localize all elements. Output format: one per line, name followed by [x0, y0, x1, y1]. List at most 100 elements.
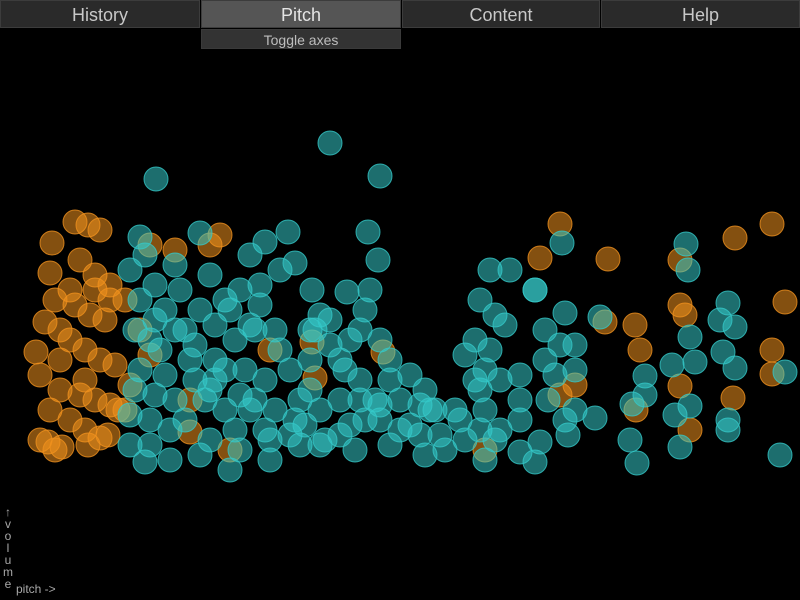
scatter-point: [37, 397, 63, 423]
y-axis-letter: u: [4, 553, 12, 567]
y-axis-letter: m: [3, 565, 13, 579]
scatter-point: [297, 317, 323, 343]
toggle-axes-button[interactable]: Toggle axes: [201, 29, 401, 49]
scatter-point: [307, 432, 333, 458]
scatter-point: [147, 337, 173, 363]
top-nav: History Pitch Content Help: [0, 0, 800, 30]
scatter-point: [522, 277, 548, 303]
scatter-point: [162, 252, 188, 278]
scatter-point: [197, 427, 223, 453]
scatter-point: [355, 219, 381, 245]
x-axis-label: pitch ->: [16, 582, 56, 596]
scatter-point: [722, 314, 748, 340]
scatter-point: [292, 412, 318, 438]
scatter-point: [27, 362, 53, 388]
scatter-point: [47, 347, 73, 373]
scatter-point: [582, 405, 608, 431]
scatter-point: [42, 287, 68, 313]
tab-pitch[interactable]: Pitch: [201, 0, 401, 28]
scatter-point: [299, 277, 325, 303]
scatter-point: [197, 377, 223, 403]
scatter-point: [467, 287, 493, 313]
scatter-point: [37, 260, 63, 286]
scatter-point: [772, 359, 798, 385]
scatter-point: [715, 290, 741, 316]
scatter-point: [167, 277, 193, 303]
scatter-point: [157, 417, 183, 443]
scatter-point: [142, 307, 168, 333]
scatter-point: [247, 272, 273, 298]
scatter-point: [267, 337, 293, 363]
tab-help[interactable]: Help: [601, 0, 800, 28]
y-axis-arrow: ↑: [5, 505, 11, 519]
scatter-point: [237, 397, 263, 423]
y-axis-letter: v: [5, 517, 11, 531]
scatter-point: [187, 297, 213, 323]
scatter-point: [432, 437, 458, 463]
scatter-point: [327, 347, 353, 373]
scatter-point: [365, 247, 391, 273]
tab-content[interactable]: Content: [402, 0, 600, 28]
scatter-point: [522, 449, 548, 475]
scatter-point: [673, 231, 699, 257]
scatter-point: [352, 297, 378, 323]
scatter-point: [327, 422, 353, 448]
scatter-point: [472, 447, 498, 473]
tab-history[interactable]: History: [0, 0, 200, 28]
scatter-point: [87, 217, 113, 243]
scatter-point: [367, 327, 393, 353]
scatter-point: [287, 387, 313, 413]
scatter-point: [659, 352, 685, 378]
scatter-point: [662, 402, 688, 428]
scatter-point: [222, 327, 248, 353]
scatter-point: [387, 417, 413, 443]
scatter-point: [152, 362, 178, 388]
scatter-point: [562, 332, 588, 358]
y-axis-letter: e: [4, 577, 12, 591]
scatter-point: [317, 130, 343, 156]
scatter-point: [624, 450, 650, 476]
scatter-point: [162, 317, 188, 343]
scatter-point: [212, 357, 238, 383]
scatter-point: [202, 312, 228, 338]
scatter-point: [267, 257, 293, 283]
scatter-point: [212, 397, 238, 423]
scatter-point: [67, 247, 93, 273]
scatter-point: [342, 437, 368, 463]
y-axis-letter: o: [4, 529, 12, 543]
scatter-point: [549, 230, 575, 256]
scatter-point: [759, 211, 785, 237]
scatter-point: [217, 457, 243, 483]
scatter-point: [532, 317, 558, 343]
scatter-point: [722, 225, 748, 251]
scatter-point: [617, 427, 643, 453]
scatter-point: [132, 242, 158, 268]
scatter-point: [632, 382, 658, 408]
scatter-point: [187, 220, 213, 246]
scatter-point: [487, 417, 513, 443]
scatter-point: [507, 362, 533, 388]
scatter-point: [42, 437, 68, 463]
scatter-point: [535, 387, 561, 413]
scatter-point: [759, 337, 785, 363]
scatter-point: [157, 447, 183, 473]
scatter-point: [367, 392, 393, 418]
scatter-point: [217, 297, 243, 323]
scatter-point: [367, 163, 393, 189]
scatter-point: [542, 362, 568, 388]
scatter-point: [75, 432, 101, 458]
scatter-point: [767, 442, 793, 468]
scatter-point: [222, 417, 248, 443]
scatter-point: [627, 337, 653, 363]
scatter-point: [552, 300, 578, 326]
scatter-point: [492, 312, 518, 338]
scatter-point: [587, 304, 613, 330]
scatter-point: [127, 287, 153, 313]
scatter-point: [595, 246, 621, 272]
scatter-point: [307, 397, 333, 423]
scatter-point: [447, 407, 473, 433]
scatter-point: [137, 432, 163, 458]
scatter-point: [622, 312, 648, 338]
